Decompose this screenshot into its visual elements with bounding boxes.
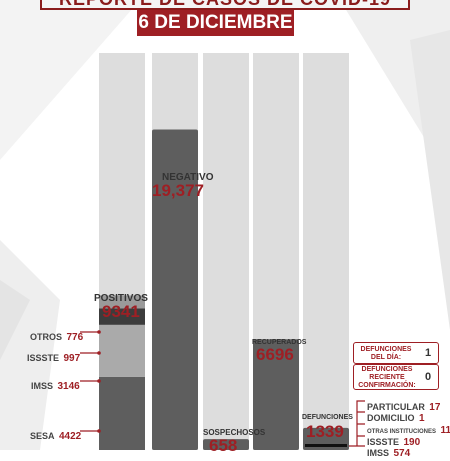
value-defunciones: 1339	[306, 422, 344, 441]
leader-dot-otros	[97, 330, 101, 334]
leader-dot-imss	[97, 379, 101, 383]
column-bg-sospechosos	[203, 53, 249, 450]
defunciones-recientes-box: DEFUNCIONES RECIENTE CONFIRMACIÓN: 0	[353, 364, 439, 390]
category-label-sospechosos: SOSPECHOSOS	[203, 428, 266, 437]
defunciones-dia-box: DEFUNCIONES DEL DÍA: 1	[353, 342, 439, 364]
value-positivos: 9341	[102, 302, 140, 321]
leader-dot-issste	[97, 351, 101, 355]
breakdown-sesa: SESA 4422	[30, 431, 82, 442]
bar-recuperados	[253, 339, 299, 450]
defunciones-detail	[305, 444, 347, 447]
category-label-defunciones: DEFUNCIONES	[302, 414, 353, 421]
value-negativo: 19,377	[152, 181, 204, 200]
defunciones-bracket	[349, 400, 365, 447]
defunciones-domicilio: DOMICILIO 1	[367, 413, 425, 424]
positivos-segment-sesa	[99, 376, 145, 450]
category-label-negativo: NEGATIVO	[162, 172, 214, 183]
defunciones-recientes-label: DEFUNCIONES RECIENTE CONFIRMACIÓN:	[358, 366, 416, 389]
defunciones-otras: OTRAS INSTITUCIONES 11	[367, 425, 450, 436]
defunciones-recientes-value: 0	[425, 371, 432, 383]
category-label-positivos: POSITIVOS	[94, 293, 148, 304]
defunciones-dia-value: 1	[425, 347, 432, 359]
value-recuperados: 6696	[256, 345, 294, 364]
bar-sospechosos	[203, 439, 249, 450]
breakdown-imss: IMSS 3146	[31, 381, 80, 392]
defunciones-particular: PARTICULAR 17	[367, 402, 441, 413]
report-title: REPORTE DE CASOS DE COVID-19	[40, 0, 410, 10]
leader-dot-sesa	[97, 429, 101, 433]
value-sospechosos: 658	[209, 436, 238, 455]
breakdown-issste: ISSSTE 997	[27, 353, 81, 364]
column-bg-defunciones	[303, 53, 349, 450]
defunciones-imss: IMSS 574	[367, 448, 411, 459]
breakdown-otros: OTROS 776	[30, 332, 84, 343]
positivos-segment-imss	[99, 324, 145, 377]
positivos-segment-issste	[99, 308, 145, 325]
category-label-recuperados: RECUPERADOS	[252, 339, 307, 346]
positivos-segment-otros	[99, 295, 145, 309]
bar-negativo	[152, 129, 198, 450]
defunciones-issste: ISSSTE 190	[367, 437, 421, 448]
defunciones-dia-label: DEFUNCIONES DEL DÍA:	[360, 346, 412, 361]
covid-bar-chart	[80, 53, 365, 450]
report-date: 6 DE DICIEMBRE	[137, 10, 294, 36]
background-decoration	[0, 0, 450, 450]
